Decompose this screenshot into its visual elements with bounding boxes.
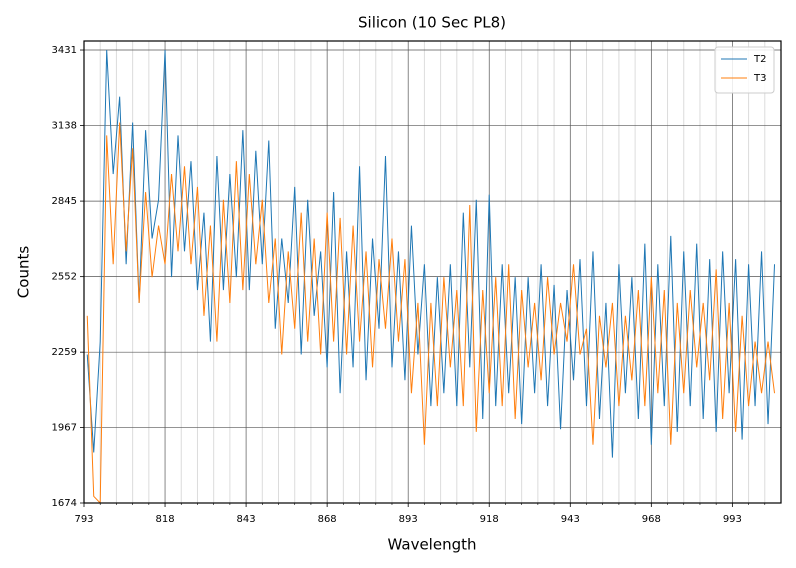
y-tick-label: 2845	[52, 196, 77, 207]
y-tick-label: 2259	[52, 347, 77, 358]
x-tick-label: 818	[155, 514, 174, 525]
y-tick-label: 3138	[52, 121, 77, 132]
x-tick-label: 968	[642, 514, 661, 525]
legend-label: T2	[753, 54, 766, 65]
y-axis-label: Counts	[15, 246, 33, 299]
plot-area	[86, 49, 776, 503]
y-tick-label: 2552	[52, 272, 77, 283]
chart-title: Silicon (10 Sec PL8)	[358, 14, 506, 32]
series-line	[86, 49, 776, 458]
x-tick-label: 943	[561, 514, 580, 525]
series-line	[86, 122, 776, 503]
x-tick-label: 843	[237, 514, 256, 525]
y-tick-label: 1674	[52, 498, 77, 509]
y-tick-label: 1967	[52, 422, 77, 433]
x-tick-label: 893	[399, 514, 418, 525]
legend-label: T3	[753, 73, 766, 84]
x-tick-label: 793	[74, 514, 93, 525]
axes-frame	[83, 40, 782, 504]
x-axis-label: Wavelength	[388, 536, 477, 554]
x-tick-label: 993	[723, 514, 742, 525]
x-tick-label: 918	[480, 514, 499, 525]
x-tick-label: 868	[318, 514, 337, 525]
y-tick-label: 3431	[52, 45, 77, 56]
